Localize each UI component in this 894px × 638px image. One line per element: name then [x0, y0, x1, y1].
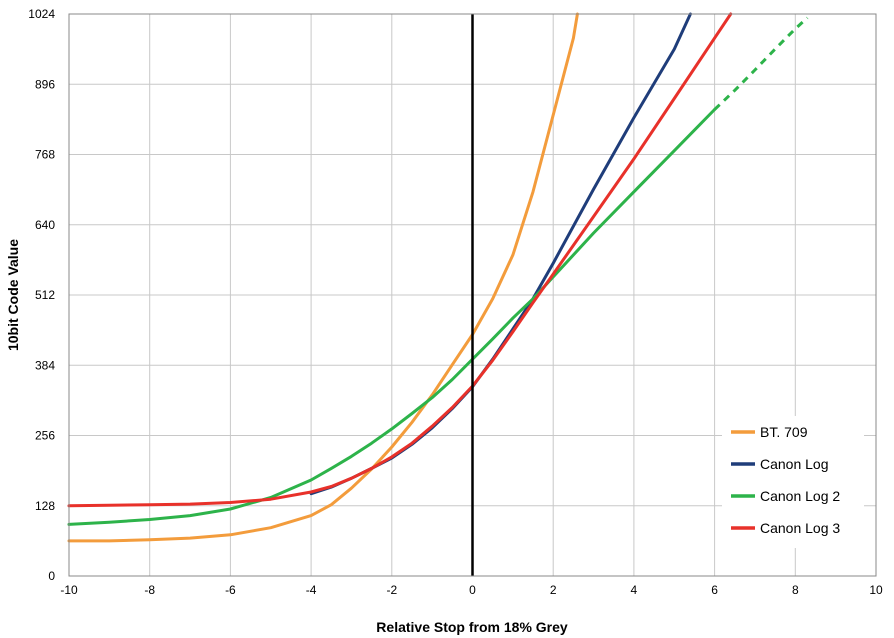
x-tick-label: 4: [631, 583, 638, 597]
legend-label-canon-log: Canon Log: [760, 456, 829, 472]
legend-box: [722, 416, 864, 548]
x-tick-label: -6: [225, 583, 236, 597]
x-tick-labels: -10 -8 -6 -4 -2 0 2 4 6 8 10: [60, 583, 883, 597]
x-tick-label: -10: [60, 583, 78, 597]
series-line-bt-709: [67, 12, 579, 543]
plot-area-frame: [68, 13, 877, 577]
y-tick-label: 896: [35, 77, 55, 91]
legend-label-canon-log-2: Canon Log 2: [760, 488, 840, 504]
x-tick-label: 8: [792, 583, 799, 597]
y-tick-label: 384: [35, 358, 55, 372]
legend-label-canon-log-3: Canon Log 3: [760, 520, 840, 536]
x-tick-label: -2: [386, 583, 397, 597]
y-tick-label: 512: [35, 288, 55, 302]
y-tick-label: 1024: [28, 7, 55, 21]
series-line-canon-log-2: [67, 108, 717, 526]
legend-label-bt-709: BT. 709: [760, 424, 808, 440]
y-tick-label: 256: [35, 429, 55, 443]
x-tick-label: 6: [711, 583, 718, 597]
x-axis-title: Relative Stop from 18% Grey: [376, 619, 568, 635]
y-tick-label: 640: [35, 218, 55, 232]
x-tick-label: 10: [869, 583, 883, 597]
y-tick-labels: 0 128 256 384 512 640 768 896 1024: [28, 7, 55, 583]
series-line-canon-log-3: [67, 12, 733, 508]
x-tick-label: -4: [306, 583, 317, 597]
y-tick-label: 768: [35, 148, 55, 162]
x-tick-label: 0: [469, 583, 476, 597]
legend: BT. 709 Canon Log Canon Log 2 Canon Log 3: [722, 416, 864, 548]
y-axis-title: 10bit Code Value: [5, 239, 21, 351]
y-tick-label: 128: [35, 499, 55, 513]
y-tick-label: 0: [48, 569, 55, 583]
series-line-dashed-canon-log-2: [713, 16, 809, 111]
x-tick-label: 2: [550, 583, 557, 597]
x-tick-label: -8: [144, 583, 155, 597]
